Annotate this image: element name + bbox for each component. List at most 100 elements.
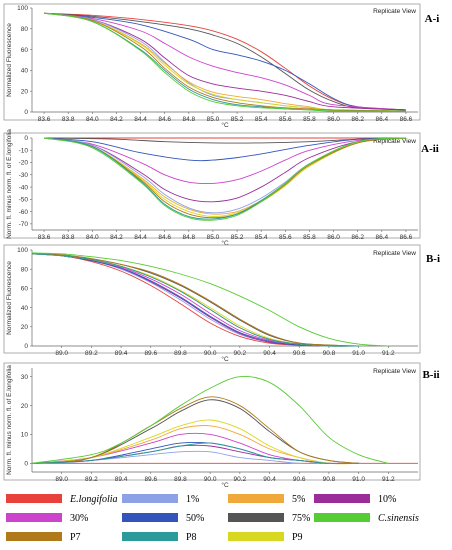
y-tick-label: -40 (19, 184, 29, 191)
series-line-P8 (31, 442, 359, 464)
y-tick-label: 0 (24, 343, 28, 350)
legend-swatch (122, 494, 178, 503)
legend-item: 10% (314, 494, 396, 505)
legend: E.longifolia 1% 5% 10% 30% 50% 75% C.sinensis P7… (6, 494, 419, 543)
legend-swatch (228, 494, 284, 503)
series-line-30% (44, 12, 406, 111)
x-tick-label: 85.0 (207, 116, 220, 123)
series-line-C.sinensis (31, 375, 389, 464)
y-tick-label: -60 (19, 209, 29, 216)
panel-frame (3, 244, 421, 354)
series-line-10% (44, 12, 406, 111)
x-tick-label: 90.2 (234, 476, 247, 483)
legend-item: 1% (122, 494, 199, 505)
series-line-30% (44, 137, 406, 185)
legend-swatch (314, 494, 370, 503)
y-tick-label: 60 (21, 47, 29, 54)
legend-item: 50% (122, 513, 204, 524)
y-tick-label: 0 (24, 109, 28, 116)
replicate-view-label: Replicate View (373, 8, 416, 15)
y-tick-label: 40 (21, 68, 29, 75)
legend-item: P7 (6, 532, 81, 543)
x-tick-label: 89.2 (85, 476, 98, 483)
legend-label: E.longifolia (69, 494, 118, 505)
legend-label: C.sinensis (378, 513, 419, 524)
x-tick-label: 90.8 (323, 476, 336, 483)
panel-B-i: 89.0 89.2 89.4 89.6 89.8 90.0 90.2 90.4 90.6 90.8… (3, 244, 440, 363)
legend-label: 1% (186, 494, 199, 505)
series-line-C.sinensis (43, 12, 406, 112)
series-line-75% (44, 12, 406, 111)
x-tick-label: 91.0 (352, 476, 365, 483)
panel-label: B-ii (422, 369, 439, 381)
y-tick-label: 40 (21, 305, 29, 312)
legend-item: P9 (228, 532, 303, 543)
legend-swatch (6, 513, 62, 522)
x-tick-label: 89.4 (115, 476, 128, 483)
x-tick-label: 83.6 (38, 234, 51, 241)
y-tick-label: 20 (21, 403, 29, 410)
x-tick-label: 89.2 (85, 350, 98, 357)
legend-swatch (6, 494, 62, 503)
legend-item: P8 (122, 532, 197, 543)
series-line-C.sinensis (43, 137, 406, 221)
x-tick-label: 90.8 (323, 350, 336, 357)
x-tick-label: 89.0 (55, 476, 68, 483)
x-tick-label: 86.4 (375, 234, 388, 241)
x-tick-label: 91.2 (382, 476, 395, 483)
x-tick-label: 84.2 (110, 116, 123, 123)
x-tick-label: 89.6 (144, 350, 157, 357)
legend-label: 5% (292, 494, 305, 505)
panel-frame (3, 3, 421, 121)
legend-swatch (228, 532, 284, 541)
legend-swatch (122, 532, 178, 541)
series-line-50% (31, 253, 359, 347)
x-axis-label: °C (221, 355, 229, 363)
series-line-P7 (31, 253, 359, 347)
x-tick-label: 84.4 (134, 234, 147, 241)
y-tick-label: 100 (17, 5, 28, 12)
x-tick-label: 84.0 (86, 116, 99, 123)
x-axis-label: °C (221, 121, 229, 129)
x-tick-label: 90.0 (204, 476, 217, 483)
replicate-view-label: Replicate View (373, 138, 416, 145)
y-tick-label: -10 (19, 147, 29, 154)
y-tick-label: 0 (24, 135, 28, 142)
x-tick-label: 86.0 (327, 116, 340, 123)
x-tick-label: 84.8 (182, 116, 195, 123)
x-tick-label: 90.0 (204, 350, 217, 357)
x-tick-label: 84.6 (158, 234, 171, 241)
x-tick-label: 85.0 (207, 234, 220, 241)
series-line-50% (44, 137, 406, 162)
series-line-5% (43, 12, 406, 112)
x-tick-label: 90.2 (234, 350, 247, 357)
legend-swatch (228, 513, 284, 522)
legend-label: 10% (378, 494, 396, 505)
legend-label: P8 (186, 532, 197, 543)
x-tick-label: 86.4 (375, 116, 388, 123)
y-tick-label: 80 (21, 266, 29, 273)
legend-swatch (314, 513, 370, 522)
panel-label: A-ii (421, 143, 439, 155)
series-line-1% (31, 450, 359, 464)
x-tick-label: 85.8 (303, 234, 316, 241)
series-line-P9 (43, 12, 406, 112)
y-tick-label: 20 (21, 324, 29, 331)
x-tick-label: 85.6 (279, 116, 292, 123)
y-tick-label: 60 (21, 286, 29, 293)
x-tick-label: 84.6 (158, 116, 171, 123)
x-tick-label: 86.6 (400, 116, 413, 123)
x-tick-label: 89.8 (174, 476, 187, 483)
legend-label: P9 (292, 532, 303, 543)
y-tick-label: 80 (21, 26, 29, 33)
y-tick-label: -20 (19, 160, 29, 167)
x-tick-label: 83.6 (38, 116, 51, 123)
series-line-P7 (43, 12, 406, 112)
series-line-P9 (31, 419, 359, 465)
legend-item: 30% (6, 513, 88, 524)
y-axis-label: Norm. fl. minus norm. fl. of E.longifoli… (6, 129, 13, 239)
x-tick-label: 85.8 (303, 116, 316, 123)
y-tick-label: 20 (21, 88, 29, 95)
legend-swatch (122, 513, 178, 522)
